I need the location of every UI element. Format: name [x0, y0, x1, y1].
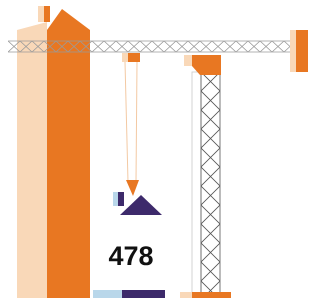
- crane-hook: [122, 53, 140, 196]
- count-label: 478: [108, 241, 153, 271]
- crane-illustration: 478: [0, 0, 311, 298]
- crane-tower: [184, 55, 221, 294]
- house: [113, 192, 162, 215]
